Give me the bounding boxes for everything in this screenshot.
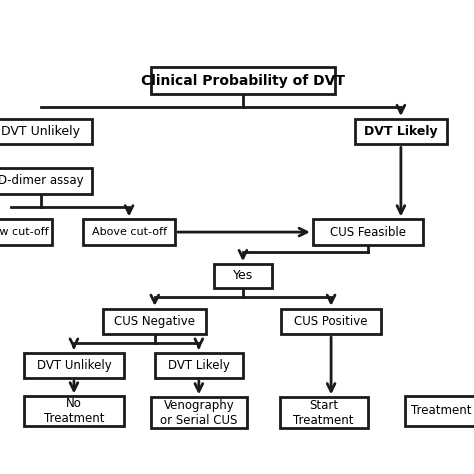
Text: Clinical Probability of DVT: Clinical Probability of DVT bbox=[141, 73, 345, 88]
FancyBboxPatch shape bbox=[280, 397, 368, 428]
Text: D-dimer assay: D-dimer assay bbox=[0, 174, 84, 188]
FancyBboxPatch shape bbox=[313, 219, 423, 245]
FancyBboxPatch shape bbox=[24, 353, 124, 378]
Text: Above cut-off: Above cut-off bbox=[91, 227, 166, 237]
FancyBboxPatch shape bbox=[151, 67, 335, 94]
FancyBboxPatch shape bbox=[24, 396, 124, 426]
FancyBboxPatch shape bbox=[155, 353, 243, 378]
FancyBboxPatch shape bbox=[0, 119, 92, 145]
Text: DVT Unlikely: DVT Unlikely bbox=[36, 359, 111, 372]
Text: Treatment: Treatment bbox=[411, 404, 472, 418]
Text: CUS Negative: CUS Negative bbox=[114, 315, 195, 328]
FancyBboxPatch shape bbox=[151, 397, 246, 428]
Text: CUS Feasible: CUS Feasible bbox=[330, 226, 406, 238]
FancyBboxPatch shape bbox=[0, 219, 52, 245]
Text: DVT Likely: DVT Likely bbox=[168, 359, 230, 372]
Text: CUS Positive: CUS Positive bbox=[294, 315, 368, 328]
FancyBboxPatch shape bbox=[103, 309, 206, 334]
Text: No
Treatment: No Treatment bbox=[44, 397, 104, 425]
FancyBboxPatch shape bbox=[0, 168, 92, 194]
Text: DVT Likely: DVT Likely bbox=[364, 125, 438, 138]
Text: DVT Unlikely: DVT Unlikely bbox=[1, 125, 81, 138]
FancyBboxPatch shape bbox=[405, 396, 474, 426]
Text: Venography
or Serial CUS: Venography or Serial CUS bbox=[160, 399, 237, 427]
FancyBboxPatch shape bbox=[355, 119, 447, 145]
Text: Yes: Yes bbox=[233, 269, 253, 283]
FancyBboxPatch shape bbox=[83, 219, 175, 245]
FancyBboxPatch shape bbox=[213, 264, 272, 288]
FancyBboxPatch shape bbox=[282, 309, 381, 334]
Text: Below cut-off: Below cut-off bbox=[0, 227, 48, 237]
Text: Start
Treatment: Start Treatment bbox=[293, 399, 354, 427]
